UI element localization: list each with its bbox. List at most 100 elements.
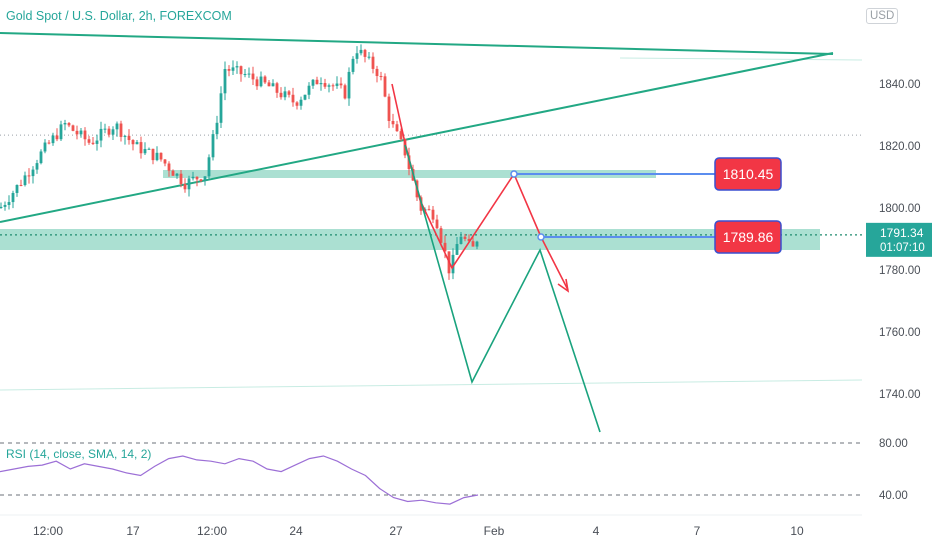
candle-body	[155, 152, 159, 161]
candle-body	[23, 175, 27, 186]
candle-body	[379, 76, 383, 78]
candle-body	[91, 142, 95, 144]
price-tick-label: 1780.00	[879, 265, 921, 277]
candle-body	[215, 122, 219, 135]
candle-body	[47, 142, 51, 144]
candle-body	[443, 242, 447, 252]
candle-body	[211, 134, 215, 158]
candle-body	[199, 179, 203, 181]
candle-body	[175, 173, 179, 176]
candle-body	[167, 163, 171, 171]
candle-body	[95, 140, 99, 144]
candle-body	[375, 68, 379, 77]
candle-body	[303, 94, 307, 100]
faint-support-line	[0, 379, 863, 391]
candle-body	[371, 56, 375, 69]
currency-badge[interactable]: USD	[866, 8, 899, 24]
candle-body	[471, 241, 475, 247]
candle-body	[11, 192, 15, 203]
candle-body	[295, 102, 299, 106]
candle-body	[163, 159, 167, 164]
candle-body	[343, 85, 347, 99]
candle-body	[27, 175, 31, 177]
candle-body	[99, 128, 103, 141]
candle-body	[243, 74, 247, 76]
candle-body	[223, 69, 227, 94]
price-tick-label: 1820.00	[879, 141, 921, 153]
candle-body	[119, 123, 123, 137]
price-axis-panel	[862, 0, 932, 550]
time-tick-label: 17	[126, 524, 140, 538]
candle-body	[231, 67, 235, 71]
faint-resistance-line	[619, 57, 863, 61]
candle-body	[267, 82, 271, 87]
candle-body	[311, 79, 315, 86]
candle-body	[59, 124, 63, 140]
candle-body	[71, 125, 75, 131]
symbol-title[interactable]: Gold Spot / U.S. Dollar, 2h, FOREXCOM	[6, 9, 232, 23]
candle-body	[391, 120, 395, 125]
candle-body	[279, 92, 283, 98]
current-price-badge[interactable]	[866, 222, 932, 257]
rsi-indicator-label[interactable]: RSI (14, close, SMA, 14, 2)	[6, 447, 152, 461]
candle-body	[171, 170, 175, 176]
time-tick-label: 12:00	[197, 524, 227, 538]
candle-body	[123, 135, 127, 137]
candle-body	[459, 236, 463, 245]
lower-trendline[interactable]	[0, 52, 834, 223]
support-zone[interactable]	[0, 229, 820, 250]
candle-body	[291, 94, 295, 103]
time-tick-label: Feb	[484, 524, 505, 538]
candle-body	[3, 204, 7, 207]
candle-body	[263, 76, 267, 83]
candle-body	[143, 148, 147, 154]
rsi-line[interactable]	[0, 455, 479, 505]
candle-body	[115, 123, 119, 130]
candle-body	[359, 49, 363, 54]
candle-body	[227, 69, 231, 71]
candle-body	[107, 128, 111, 135]
candle-body	[159, 152, 163, 160]
candle-body	[15, 184, 19, 193]
candle-body	[451, 254, 455, 274]
candle-body	[355, 53, 359, 59]
candle-body	[319, 83, 323, 85]
rsi-tick-label: 80.00	[879, 438, 908, 450]
upper-target-anchor[interactable]	[510, 170, 518, 178]
candle-body	[203, 176, 207, 181]
candle-body	[19, 184, 23, 186]
candle-body	[195, 176, 199, 180]
candle-body	[127, 135, 131, 141]
lower-target-label-box[interactable]	[714, 220, 782, 254]
candle-body	[111, 129, 115, 135]
candle-body	[463, 236, 467, 239]
candle-body	[435, 219, 439, 229]
candle-body	[283, 91, 287, 98]
candle-body	[387, 96, 391, 121]
time-tick-label: 12:00	[33, 524, 63, 538]
candle-body	[179, 173, 183, 185]
candle-body	[75, 130, 79, 135]
candle-body	[431, 209, 435, 220]
green-projection-path[interactable]	[404, 144, 601, 433]
candle-body	[299, 99, 303, 106]
lower-target-anchor[interactable]	[537, 233, 545, 241]
upper-trendline[interactable]	[0, 32, 834, 55]
candle-body	[271, 83, 275, 87]
current-price-countdown: 01:07:10	[880, 242, 925, 254]
candle-body	[67, 123, 71, 126]
candle-body	[455, 244, 459, 255]
time-tick-label: 27	[389, 524, 403, 538]
candle-body	[323, 83, 327, 87]
candle-body	[347, 71, 351, 99]
candle-body	[187, 178, 191, 190]
candle-body	[51, 135, 55, 144]
time-tick-label: 4	[593, 524, 600, 538]
candle-body	[383, 76, 387, 97]
candle-body	[315, 79, 319, 85]
candle-body	[367, 56, 371, 58]
candle-body	[31, 169, 35, 177]
upper-target-label-box[interactable]	[714, 157, 782, 191]
